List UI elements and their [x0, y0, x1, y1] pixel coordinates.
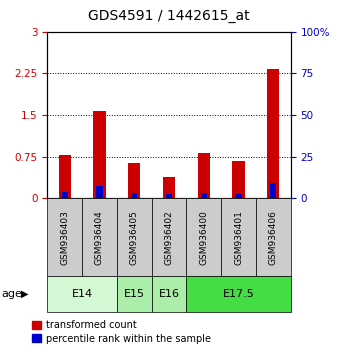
- Text: GSM936405: GSM936405: [130, 210, 139, 265]
- Text: E14: E14: [72, 289, 93, 299]
- Bar: [128, 163, 140, 198]
- Bar: [131, 193, 137, 198]
- Bar: [267, 69, 280, 198]
- Text: GSM936400: GSM936400: [199, 210, 208, 265]
- Bar: [235, 194, 242, 198]
- Bar: [47, 276, 117, 312]
- Bar: [186, 198, 221, 276]
- Text: E15: E15: [124, 289, 145, 299]
- Bar: [152, 276, 186, 312]
- Legend: transformed count, percentile rank within the sample: transformed count, percentile rank withi…: [32, 320, 211, 344]
- Text: GSM936404: GSM936404: [95, 210, 104, 264]
- Bar: [270, 183, 276, 198]
- Bar: [47, 198, 82, 276]
- Bar: [256, 198, 291, 276]
- Text: GSM936402: GSM936402: [165, 210, 173, 264]
- Text: GSM936403: GSM936403: [60, 210, 69, 265]
- Bar: [58, 155, 71, 198]
- Bar: [93, 110, 105, 198]
- Bar: [96, 186, 103, 198]
- Bar: [186, 276, 291, 312]
- Bar: [163, 177, 175, 198]
- Bar: [117, 198, 152, 276]
- Bar: [166, 194, 172, 198]
- Text: GSM936406: GSM936406: [269, 210, 278, 265]
- Text: GDS4591 / 1442615_at: GDS4591 / 1442615_at: [88, 9, 250, 23]
- Text: E17.5: E17.5: [223, 289, 255, 299]
- Bar: [152, 198, 186, 276]
- Bar: [82, 198, 117, 276]
- Bar: [233, 160, 245, 198]
- Text: GSM936401: GSM936401: [234, 210, 243, 265]
- Bar: [117, 276, 152, 312]
- Text: E16: E16: [159, 289, 179, 299]
- Bar: [221, 198, 256, 276]
- Bar: [62, 192, 68, 198]
- Bar: [201, 193, 207, 198]
- Bar: [198, 153, 210, 198]
- Text: ▶: ▶: [21, 289, 28, 299]
- Text: age: age: [2, 289, 23, 299]
